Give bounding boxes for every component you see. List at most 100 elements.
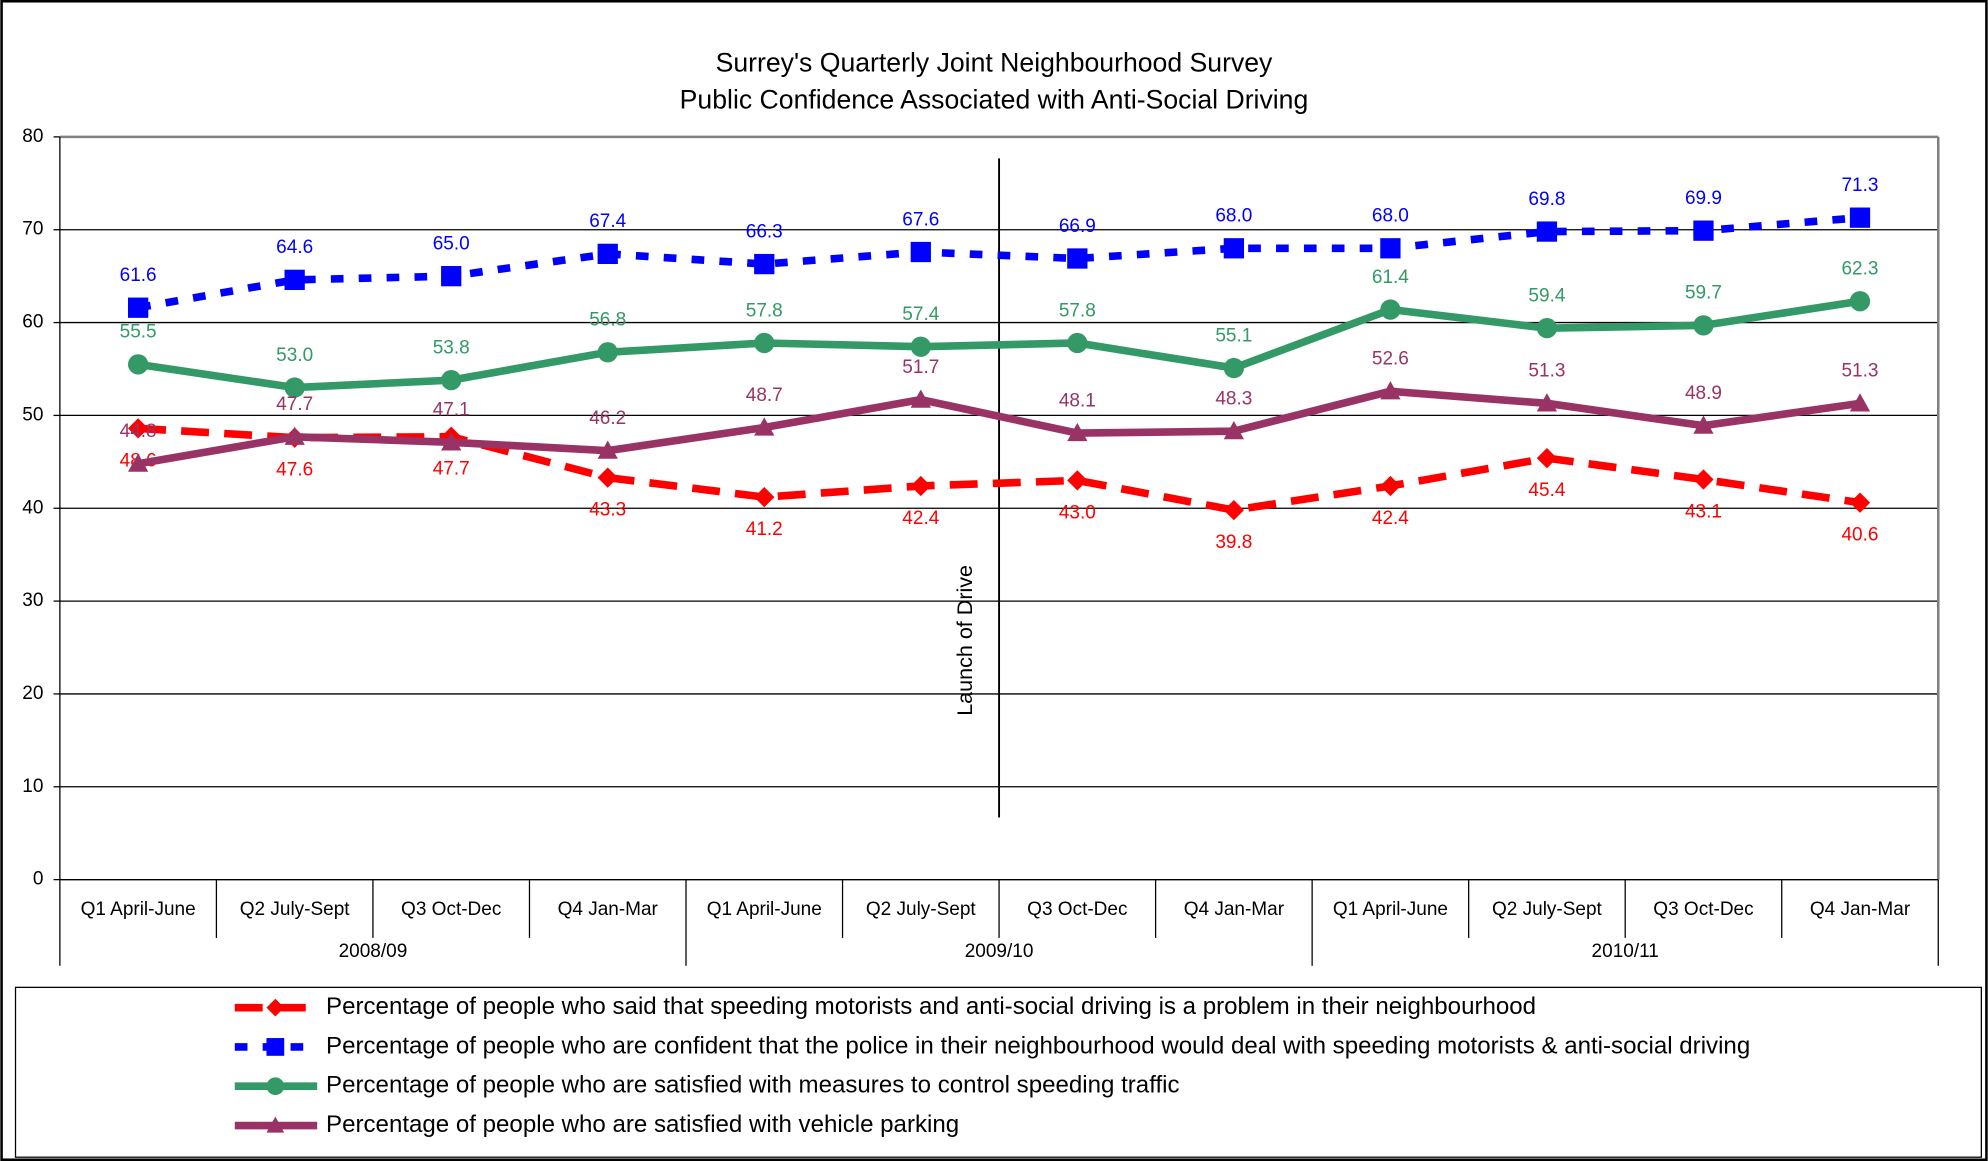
data-label: 48.1 — [1059, 390, 1096, 411]
data-label: 40.6 — [1842, 525, 1879, 546]
data-label: 51.3 — [1528, 361, 1565, 382]
x-tick-label: Q1 April-June — [81, 899, 196, 920]
y-tick-label: 0 — [33, 869, 44, 890]
marker — [1380, 238, 1401, 259]
legend-label: Percentage of people who said that speed… — [326, 993, 1536, 1020]
marker — [1067, 248, 1088, 269]
data-label: 43.1 — [1685, 501, 1722, 522]
data-label: 47.1 — [433, 400, 470, 421]
marker — [1693, 415, 1714, 434]
group-label: 2009/10 — [965, 941, 1034, 962]
marker — [1849, 393, 1871, 412]
data-label: 59.7 — [1685, 283, 1722, 304]
data-label: 45.4 — [1528, 480, 1565, 501]
group-label: 2010/11 — [1592, 941, 1659, 962]
marker — [441, 369, 462, 391]
legend-label: Percentage of people who are confident t… — [326, 1032, 1750, 1059]
data-label: 66.9 — [1059, 216, 1096, 237]
marker — [1067, 332, 1088, 354]
data-label: 44.8 — [120, 421, 157, 442]
marker — [128, 297, 149, 318]
marker — [1693, 469, 1714, 490]
data-label: 56.8 — [589, 310, 626, 331]
marker — [1223, 357, 1245, 379]
data-label: 69.8 — [1528, 189, 1565, 210]
chart-subtitle: Public Confidence Associated with Anti-S… — [680, 84, 1309, 114]
marker — [754, 253, 775, 275]
data-label: 53.8 — [433, 337, 470, 358]
marker — [1067, 422, 1088, 442]
marker — [1693, 220, 1714, 241]
x-tick-label: Q1 April-June — [1333, 899, 1448, 920]
legend-box — [14, 986, 1982, 1158]
marker — [910, 475, 931, 497]
data-label: 51.3 — [1842, 361, 1879, 382]
marker — [1536, 393, 1558, 412]
y-tick-label: 80 — [22, 126, 43, 147]
x-tick-label: Q3 Oct-Dec — [401, 899, 501, 920]
series-line — [137, 213, 1861, 312]
y-tick-label: 40 — [22, 497, 43, 518]
data-label: 43.0 — [1059, 502, 1096, 523]
marker — [1849, 207, 1871, 228]
data-label: 57.4 — [902, 304, 939, 325]
data-label: 57.8 — [1059, 300, 1096, 321]
marker — [597, 342, 618, 363]
data-label: 55.1 — [1215, 325, 1252, 346]
data-label: 71.3 — [1842, 175, 1879, 196]
x-tick-label: Q1 April-June — [707, 899, 822, 920]
data-label: 39.8 — [1215, 532, 1252, 553]
marker — [910, 389, 931, 408]
marker — [284, 377, 305, 398]
x-tick-label: Q2 July-Sept — [866, 899, 977, 920]
data-label: 46.2 — [589, 408, 626, 429]
data-label: 57.8 — [746, 300, 783, 321]
legend-label: Percentage of people who are satisfied w… — [326, 1111, 959, 1138]
marker — [441, 432, 462, 451]
data-label: 67.4 — [589, 211, 626, 232]
data-label: 48.3 — [1215, 389, 1252, 410]
series-line — [137, 424, 1861, 514]
data-label: 62.3 — [1842, 259, 1879, 280]
data-label: 47.7 — [433, 459, 470, 480]
data-label: 47.7 — [276, 394, 313, 415]
marker — [128, 354, 149, 375]
data-label: 42.4 — [1372, 508, 1409, 529]
data-label: 53.0 — [276, 345, 313, 366]
marker — [1536, 447, 1558, 469]
marker — [128, 453, 149, 472]
y-tick-label: 30 — [22, 590, 43, 611]
marker — [441, 266, 462, 287]
data-label: 42.4 — [902, 508, 939, 529]
data-label: 68.0 — [1372, 206, 1409, 227]
data-label: 59.4 — [1528, 285, 1565, 306]
x-tick-label: Q2 July-Sept — [240, 899, 351, 920]
data-label: 51.7 — [902, 357, 939, 378]
marker — [1380, 381, 1401, 400]
x-tick-label: Q3 Oct-Dec — [1653, 899, 1753, 920]
marker — [910, 241, 931, 263]
y-tick-label: 50 — [22, 404, 43, 425]
marker — [284, 269, 305, 291]
marker — [284, 426, 305, 445]
chart-title: Surrey's Quarterly Joint Neighbourhood S… — [716, 48, 1273, 78]
data-label: 52.6 — [1372, 349, 1409, 370]
marker — [1693, 315, 1714, 336]
data-label: 43.3 — [589, 500, 626, 521]
marker — [1536, 318, 1558, 339]
data-label: 67.6 — [902, 209, 939, 230]
annotation-label: Launch of Drive — [953, 565, 977, 716]
y-tick-label: 10 — [22, 776, 43, 797]
marker — [1223, 421, 1245, 440]
marker — [1380, 299, 1401, 320]
marker — [910, 336, 931, 357]
marker — [1380, 475, 1401, 497]
data-label: 69.9 — [1685, 188, 1722, 209]
data-label: 48.7 — [746, 385, 783, 406]
marker — [266, 1038, 285, 1056]
marker — [1223, 499, 1245, 521]
y-tick-label: 20 — [22, 683, 43, 704]
